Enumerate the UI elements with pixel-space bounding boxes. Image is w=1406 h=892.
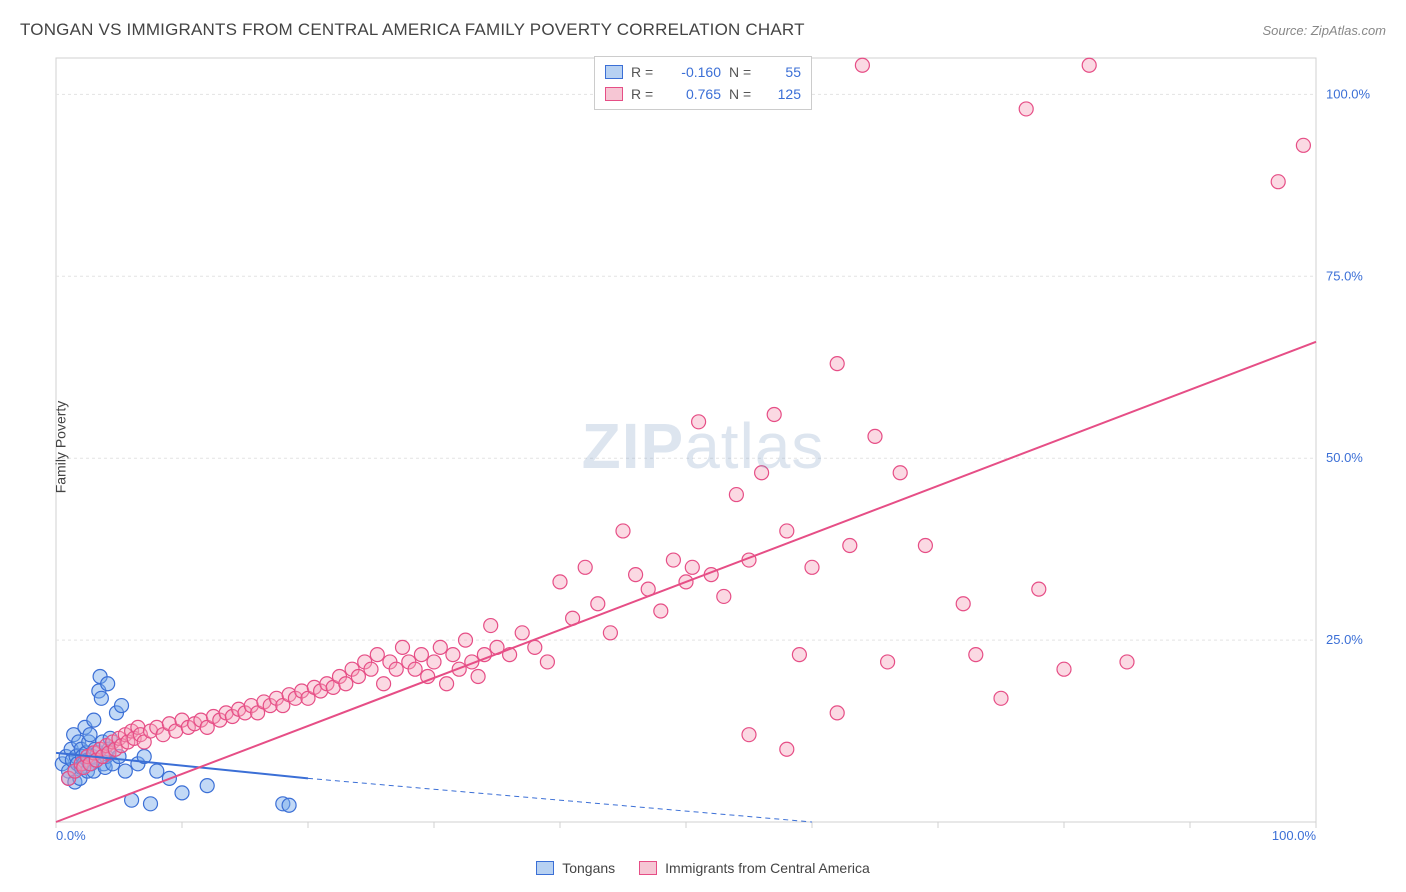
svg-text:75.0%: 75.0%: [1326, 268, 1363, 283]
stats-n-value: 125: [765, 86, 801, 102]
stats-row: R = -0.160 N = 55: [605, 61, 801, 83]
legend-label: Tongans: [562, 860, 615, 876]
scatter-plot-svg: 25.0% 50.0% 75.0% 100.0% 0.0% 100.0%: [48, 54, 1386, 840]
legend-item: Immigrants from Central America: [639, 860, 870, 876]
stats-swatch: [605, 65, 623, 79]
stats-row: R = 0.765 N = 125: [605, 83, 801, 105]
chart-title: TONGAN VS IMMIGRANTS FROM CENTRAL AMERIC…: [20, 20, 805, 40]
legend-bottom: Tongans Immigrants from Central America: [0, 860, 1406, 876]
stats-swatch: [605, 87, 623, 101]
source-attribution: Source: ZipAtlas.com: [1262, 23, 1386, 38]
stats-r-value: -0.160: [667, 64, 721, 80]
y-axis-label: Family Poverty: [52, 401, 68, 494]
legend-item: Tongans: [536, 860, 615, 876]
stats-n-label: N =: [729, 86, 757, 102]
svg-text:25.0%: 25.0%: [1326, 632, 1363, 647]
correlation-stats-box: R = -0.160 N = 55 R = 0.765 N = 125: [594, 56, 812, 110]
legend-swatch: [639, 861, 657, 875]
chart-header: TONGAN VS IMMIGRANTS FROM CENTRAL AMERIC…: [20, 18, 1386, 42]
svg-text:50.0%: 50.0%: [1326, 450, 1363, 465]
svg-text:100.0%: 100.0%: [1272, 828, 1317, 840]
legend-swatch: [536, 861, 554, 875]
stats-n-value: 55: [765, 64, 801, 80]
legend-label: Immigrants from Central America: [665, 860, 870, 876]
svg-text:100.0%: 100.0%: [1326, 86, 1371, 101]
stats-r-label: R =: [631, 64, 659, 80]
stats-n-label: N =: [729, 64, 757, 80]
stats-r-label: R =: [631, 86, 659, 102]
svg-text:0.0%: 0.0%: [56, 828, 86, 840]
plot-area: Family Poverty 25.0% 50.0% 75.0% 100.0% 0.0%…: [48, 54, 1386, 840]
stats-r-value: 0.765: [667, 86, 721, 102]
